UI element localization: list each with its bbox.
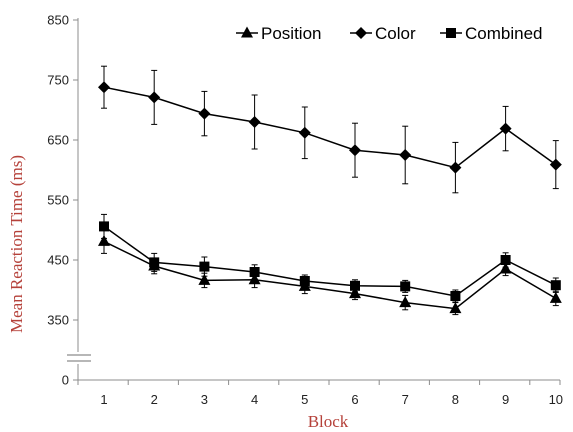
x-tick-label: 6 — [351, 392, 358, 407]
color-point — [198, 107, 211, 120]
y-tick-label: 850 — [47, 13, 69, 28]
legend-position-marker — [241, 26, 253, 38]
y-tick-label: 0 — [62, 373, 69, 388]
error-bars — [101, 65, 559, 316]
position-point — [248, 273, 261, 285]
position-line — [103, 240, 557, 310]
y-axis: 850 750 650 550 450 350 0 — [47, 13, 91, 388]
x-tick-label: 8 — [452, 392, 459, 407]
color-point — [449, 161, 462, 174]
x-axis-title: Block — [308, 412, 349, 431]
combined-point — [550, 280, 561, 291]
legend-combined-marker — [446, 28, 456, 38]
combined-point — [199, 261, 210, 272]
color-point — [298, 126, 311, 139]
legend-color-marker — [355, 27, 367, 39]
combined-point — [450, 291, 461, 301]
position-point — [549, 291, 562, 303]
series-markers — [98, 81, 562, 314]
y-tick-label: 650 — [47, 133, 69, 148]
x-tick-label: 3 — [201, 392, 208, 407]
combined-point — [350, 280, 360, 291]
combined-point — [149, 257, 160, 268]
combined-point — [299, 276, 310, 286]
x-tick-label: 1 — [100, 392, 107, 407]
position-point — [399, 296, 412, 308]
y-tick-label: 450 — [47, 253, 69, 268]
x-tick-label: 4 — [251, 392, 258, 407]
position-point — [349, 287, 361, 299]
color-line — [103, 86, 557, 169]
y-tick-label: 550 — [47, 193, 69, 208]
y-axis-title: Mean Reaction Time (ms) — [7, 155, 26, 333]
color-point — [98, 81, 110, 94]
combined-line — [103, 225, 557, 297]
x-axis: 1 2 3 4 5 6 7 8 9 10 — [77, 379, 563, 407]
series-lines — [103, 86, 557, 310]
color-point — [349, 144, 361, 157]
position-point — [499, 262, 512, 274]
y-tick-label: 750 — [47, 73, 69, 88]
x-tick-label: 5 — [301, 392, 308, 407]
combined-point — [500, 255, 511, 265]
combined-point — [400, 281, 411, 292]
position-point — [98, 234, 110, 246]
legend-position-label: Position — [261, 24, 321, 43]
combined-point — [99, 221, 109, 232]
color-point — [499, 122, 512, 135]
x-tick-label: 9 — [502, 392, 509, 407]
color-point — [148, 91, 161, 104]
x-tick-label: 7 — [402, 392, 409, 407]
x-tick-label: 2 — [151, 392, 158, 407]
y-tick-label: 350 — [47, 313, 69, 328]
legend-color-label: Color — [375, 24, 416, 43]
x-tick-label: 10 — [549, 392, 563, 407]
legend: Position Color Combined — [236, 24, 543, 43]
position-point — [198, 273, 211, 285]
color-point — [549, 158, 562, 171]
color-point — [399, 149, 412, 161]
color-point — [248, 116, 261, 128]
legend-combined-label: Combined — [465, 24, 543, 43]
position-point — [449, 302, 462, 314]
combined-point — [249, 267, 260, 277]
